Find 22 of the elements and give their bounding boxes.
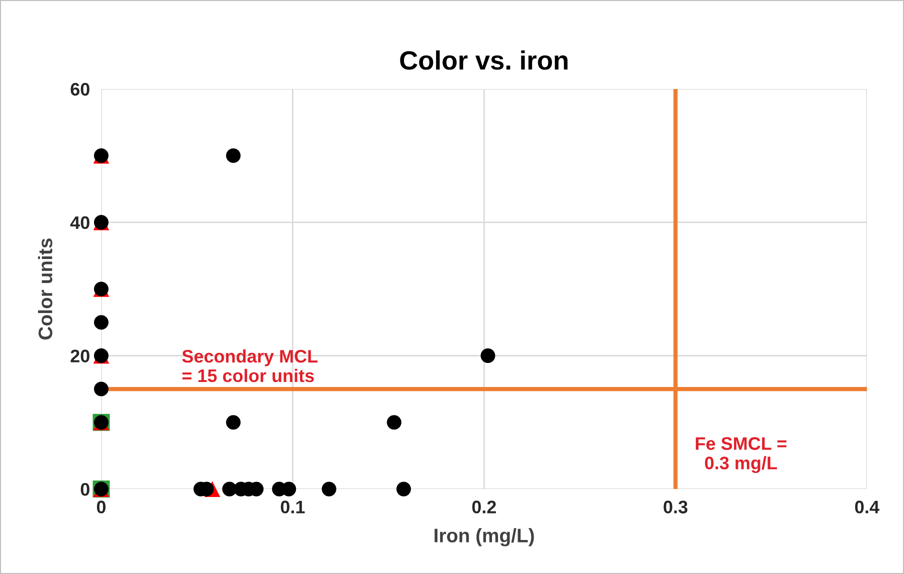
point (322, 482, 336, 496)
y-tick-label: 60 (70, 82, 90, 96)
y-tick-label: 0 (80, 482, 90, 496)
x-axis-title: Iron (mg/L) (434, 528, 534, 546)
x-tick-label: 0 (96, 500, 106, 514)
point (226, 415, 241, 430)
x-tick-label: 0.4 (855, 500, 880, 514)
ref-line-label: Fe SMCL = 0.3 mg/L (696, 437, 786, 474)
x-tick-label: 0.2 (472, 500, 496, 514)
point (94, 382, 109, 396)
point (480, 348, 496, 363)
x-tick-label: 0.1 (280, 500, 305, 514)
ref-line-label: Secondary MCL = 15 color units (182, 349, 318, 382)
point (94, 315, 109, 330)
y-axis-title: Color units (38, 238, 52, 340)
x-tick-label: 0.3 (664, 500, 688, 514)
point (396, 482, 411, 496)
point (386, 415, 402, 430)
y-tick-label: 40 (70, 216, 90, 230)
point (226, 148, 241, 163)
y-tick-label: 20 (70, 350, 90, 362)
chart-title: Color vs. iron (400, 50, 568, 70)
